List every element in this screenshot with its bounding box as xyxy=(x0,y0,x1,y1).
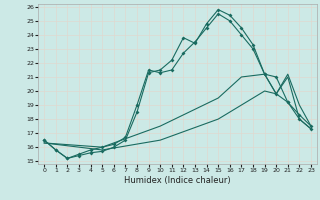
X-axis label: Humidex (Indice chaleur): Humidex (Indice chaleur) xyxy=(124,176,231,185)
